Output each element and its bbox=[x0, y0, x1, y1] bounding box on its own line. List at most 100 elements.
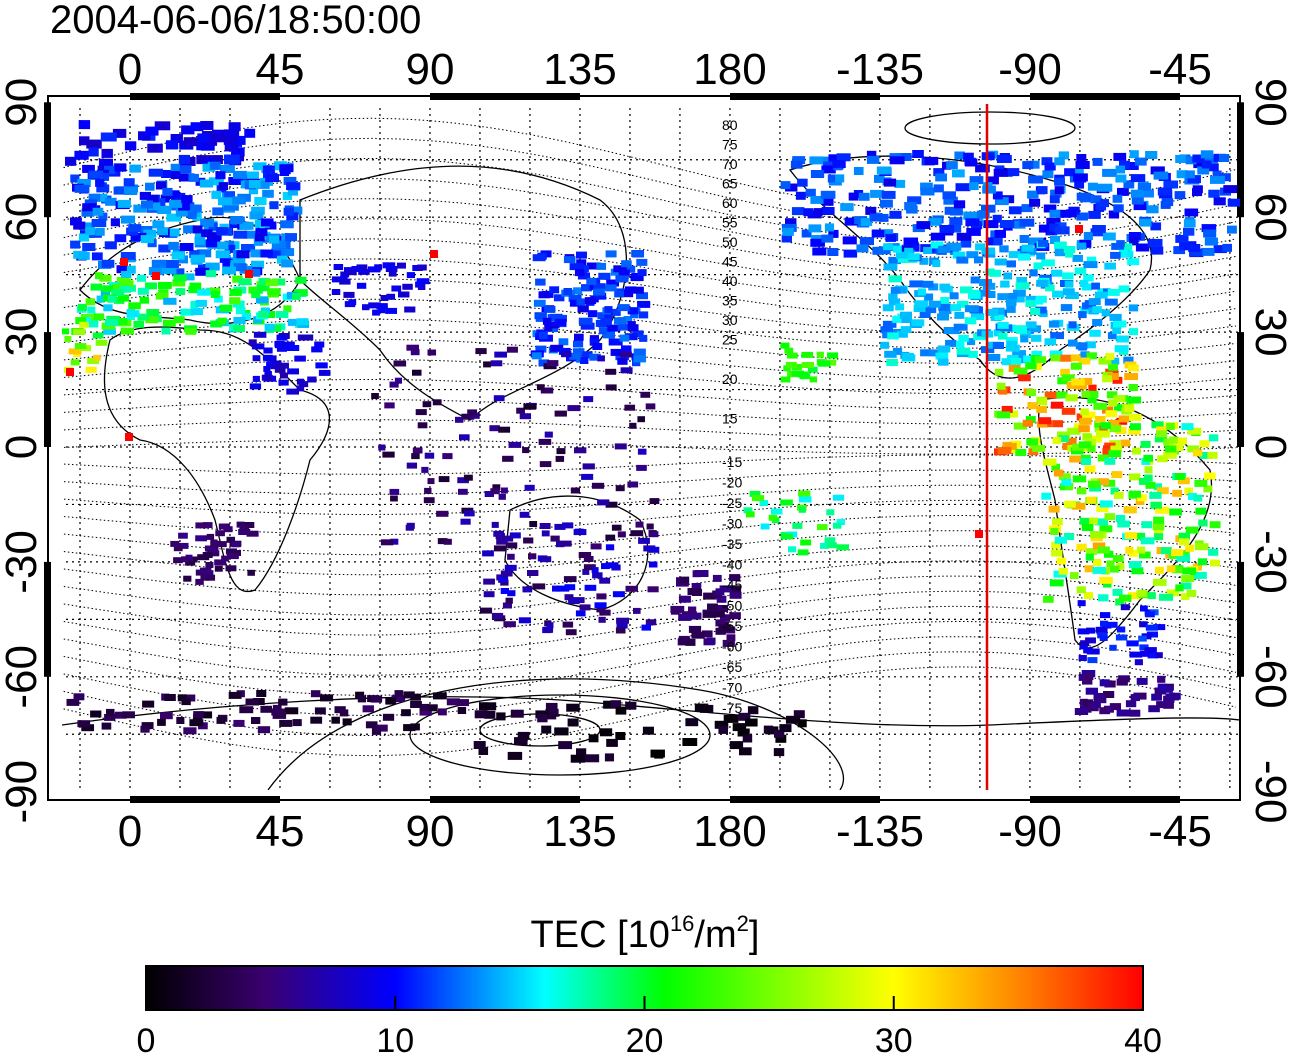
tec-point bbox=[949, 217, 963, 226]
tec-point bbox=[542, 317, 552, 325]
tec-point bbox=[605, 501, 618, 508]
tec-point bbox=[1208, 189, 1220, 198]
tec-point bbox=[901, 316, 912, 323]
tec-point bbox=[584, 584, 597, 591]
tec-point bbox=[238, 529, 251, 535]
tec-point bbox=[904, 202, 917, 210]
contour-label: 45 bbox=[722, 254, 738, 270]
bottom-lon-tick-label: 0 bbox=[118, 807, 142, 856]
tec-point bbox=[195, 522, 208, 529]
tec-point bbox=[1015, 282, 1030, 290]
tec-point bbox=[292, 719, 302, 727]
tec-point bbox=[1062, 288, 1075, 296]
tec-point bbox=[894, 286, 907, 294]
tec-point bbox=[1010, 357, 1022, 365]
tec-point bbox=[538, 291, 550, 299]
tec-point bbox=[506, 346, 518, 353]
tec-point bbox=[133, 204, 147, 213]
tec-point bbox=[1108, 357, 1120, 365]
tec-point bbox=[1088, 298, 1101, 306]
tec-point bbox=[617, 304, 630, 312]
contour-label: -30 bbox=[722, 516, 742, 532]
tec-point bbox=[1143, 474, 1153, 482]
tec-point bbox=[938, 350, 948, 357]
tec-point bbox=[82, 243, 96, 251]
tec-point bbox=[318, 369, 331, 376]
tec-point bbox=[1073, 173, 1088, 182]
tec-point bbox=[775, 734, 787, 743]
tec-point bbox=[800, 539, 812, 546]
tec-point bbox=[1089, 390, 1099, 398]
tec-point bbox=[1072, 475, 1087, 483]
tec-point bbox=[715, 619, 726, 627]
contour-label: -25 bbox=[722, 495, 742, 511]
tec-point bbox=[554, 523, 566, 530]
tec-point bbox=[96, 295, 105, 303]
tec-point bbox=[573, 529, 587, 536]
tec-point bbox=[283, 305, 292, 313]
tec-point bbox=[816, 351, 824, 358]
tec-point bbox=[1089, 484, 1102, 492]
tec-point bbox=[1153, 578, 1167, 586]
tec-data-points bbox=[62, 120, 1240, 763]
tec-point bbox=[596, 606, 606, 613]
tec-point bbox=[538, 359, 550, 367]
tec-point bbox=[577, 305, 589, 313]
tec-point bbox=[633, 286, 644, 294]
tec-point bbox=[589, 335, 599, 343]
tec-point bbox=[1030, 308, 1041, 315]
tec-point bbox=[498, 426, 511, 433]
tec-point bbox=[1204, 237, 1218, 246]
contour-label: 30 bbox=[722, 312, 738, 328]
tec-point bbox=[170, 171, 181, 179]
contour-label: -35 bbox=[722, 536, 742, 552]
tec-point bbox=[1123, 506, 1137, 514]
tec-point bbox=[427, 478, 435, 485]
tec-point bbox=[1129, 423, 1141, 431]
tec-point bbox=[253, 331, 267, 338]
tec-point bbox=[541, 725, 552, 734]
tec-point bbox=[1032, 444, 1046, 452]
tec-point bbox=[607, 324, 621, 332]
tec-point bbox=[380, 539, 394, 546]
tec-point bbox=[90, 283, 103, 291]
tec-point bbox=[1129, 709, 1141, 717]
tec-point bbox=[163, 297, 177, 305]
tec-point bbox=[155, 198, 166, 207]
tec-point bbox=[880, 341, 890, 349]
tec-point bbox=[1201, 224, 1217, 233]
tec-point bbox=[678, 595, 691, 603]
colorbar-title: TEC [1016/m2] bbox=[531, 911, 760, 956]
tec-point bbox=[74, 150, 89, 160]
tec-point bbox=[1133, 202, 1147, 211]
tec-point bbox=[554, 318, 567, 326]
tec-point bbox=[535, 278, 546, 286]
tec-point bbox=[210, 291, 220, 298]
tec-point bbox=[382, 262, 396, 269]
tec-point bbox=[162, 319, 176, 327]
tec-point bbox=[1169, 436, 1178, 444]
tec-point bbox=[141, 200, 154, 209]
tec-point bbox=[215, 171, 226, 180]
tec-point bbox=[1177, 477, 1190, 485]
tec-point bbox=[1083, 647, 1093, 654]
tec-point bbox=[903, 237, 919, 246]
tec-point bbox=[214, 295, 223, 303]
tec-point bbox=[245, 270, 253, 278]
tec-point bbox=[1151, 421, 1164, 429]
tec-point bbox=[307, 376, 317, 383]
tec-point bbox=[173, 557, 183, 564]
tec-point bbox=[262, 189, 274, 198]
tec-point bbox=[507, 751, 523, 760]
tec-point bbox=[1203, 229, 1217, 238]
tec-point bbox=[597, 355, 605, 362]
tec-point bbox=[966, 227, 981, 236]
tec-point bbox=[1086, 648, 1100, 655]
tec-point bbox=[219, 304, 233, 312]
tec-point bbox=[247, 268, 261, 277]
tec-point bbox=[1082, 677, 1093, 685]
tec-point bbox=[853, 167, 864, 175]
tec-point bbox=[950, 207, 963, 216]
tec-point bbox=[315, 362, 328, 369]
